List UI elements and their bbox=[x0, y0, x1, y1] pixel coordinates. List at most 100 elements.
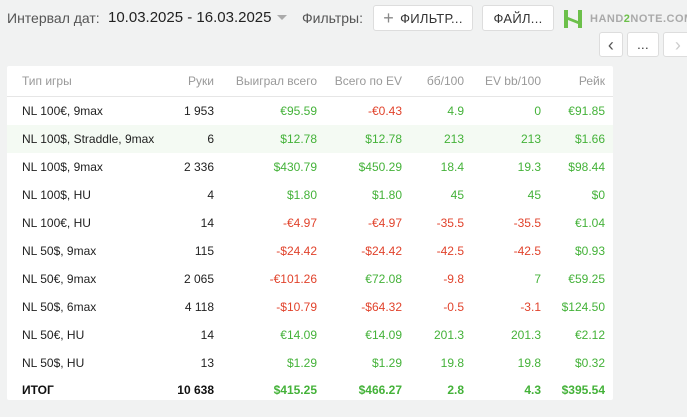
table-cell-ev: -€4.97 bbox=[367, 216, 402, 230]
table-cell-evbb: 7 bbox=[534, 272, 541, 286]
table-cell-ev: $12.78 bbox=[325, 125, 410, 153]
table-cell-game: NL 50$, HU bbox=[22, 356, 85, 370]
file-button-label: ФАЙЛ... bbox=[493, 10, 543, 26]
filter-button[interactable]: + ФИЛЬТР... bbox=[373, 5, 473, 31]
table-row[interactable]: NL 50$, 9max 115 -$24.42 -$24.42 -42.5 -42.5 $… bbox=[7, 237, 613, 265]
table-cell-rake: €2.12 bbox=[574, 328, 605, 342]
column-header[interactable]: бб/100 bbox=[410, 66, 472, 97]
table-cell-game: NL 100$, HU bbox=[22, 188, 91, 202]
table-cell-ev: -$24.42 bbox=[361, 244, 402, 258]
filter-button-label: ФИЛЬТР... bbox=[400, 10, 463, 26]
table-cell-hands: 13 bbox=[200, 356, 214, 370]
table-total-row[interactable]: ИТОГ 10 638 $415.25 $466.27 2.8 4.3 $395.54 bbox=[7, 377, 613, 403]
table-cell-won: €14.09 bbox=[280, 328, 317, 342]
table-cell-ev: $450.29 bbox=[358, 160, 402, 174]
table-cell-evbb: -3.1 bbox=[520, 300, 541, 314]
table-cell-evbb: 4.3 bbox=[524, 383, 541, 397]
table-cell-game: NL 50€, 9max bbox=[22, 272, 97, 286]
stats-table-card: Тип игры Руки Выиграл всего Всего по EV … bbox=[7, 66, 613, 400]
table-row[interactable]: NL 50€, HU 14 €14.09 €14.09 201.3 201.3 €2.12 bbox=[7, 321, 613, 349]
nav-more-button[interactable]: ... bbox=[627, 32, 659, 57]
table-cell-hands: 2 065 bbox=[183, 272, 214, 286]
table-cell-won: $430.79 bbox=[273, 160, 317, 174]
table-cell-bb: 18.4 bbox=[440, 160, 464, 174]
table-header-row: Тип игры Руки Выиграл всего Всего по EV … bbox=[7, 66, 613, 97]
table-cell-bb: 19.8 bbox=[440, 356, 464, 370]
table-row[interactable]: NL 100$, Straddle, 9max 6 $12.78 $12.78 213 2… bbox=[7, 125, 613, 153]
table-cell-won: €95.59 bbox=[280, 104, 317, 118]
table-cell-ev: $1.80 bbox=[371, 188, 402, 202]
table-cell-bb: 45 bbox=[450, 188, 464, 202]
table-cell-hands: 115 bbox=[194, 244, 214, 258]
table-cell-evbb: 0 bbox=[534, 104, 541, 118]
table-cell-rake: $0 bbox=[591, 188, 605, 202]
table-cell-game: NL 100$, 9max bbox=[22, 160, 103, 174]
table-row[interactable]: NL 100€, HU 14 -€4.97 -€4.97 -35.5 -35.5 €1.04 bbox=[7, 209, 613, 237]
table-row[interactable]: NL 100€, 9max 1 953 €95.59 -€0.43 4.9 0 €91.85 bbox=[7, 97, 613, 126]
table-cell-game: NL 100$, Straddle, 9max bbox=[7, 125, 160, 153]
table-cell-bb: 2.8 bbox=[447, 383, 464, 397]
table-cell-game: NL 100€, HU bbox=[22, 216, 91, 230]
table-row[interactable]: NL 50$, 6max 4 118 -$10.79 -$64.32 -0.5 -3.1 $… bbox=[7, 293, 613, 321]
hand2note-logo: HAND2NOTE.COM bbox=[562, 8, 687, 30]
table-cell-ev: -$64.32 bbox=[361, 300, 402, 314]
table-cell-won: $1.29 bbox=[286, 356, 317, 370]
table-cell-evbb: 201.3 bbox=[510, 328, 541, 342]
table-cell-hands: 14 bbox=[200, 216, 214, 230]
table-cell-bb: 213 bbox=[410, 125, 472, 153]
table-cell-game: ИТОГ bbox=[22, 383, 54, 397]
table-cell-ev: $1.29 bbox=[371, 356, 402, 370]
date-range-value: 10.03.2025 - 16.03.2025 bbox=[108, 9, 272, 26]
column-header[interactable]: Выиграл всего bbox=[222, 66, 325, 97]
column-header[interactable]: EV bb/100 bbox=[472, 66, 549, 97]
file-button[interactable]: ФАЙЛ... bbox=[482, 5, 554, 31]
table-cell-rake: $395.54 bbox=[561, 383, 605, 397]
table-cell-evbb: 19.8 bbox=[517, 356, 541, 370]
table-cell-bb: 4.9 bbox=[447, 104, 464, 118]
table-cell-evbb: -42.5 bbox=[513, 244, 541, 258]
table-cell-game: NL 50$, 6max bbox=[22, 300, 97, 314]
table-row[interactable]: NL 50€, 9max 2 065 -€101.26 €72.08 -9.8 7 €59.… bbox=[7, 265, 613, 293]
plus-icon: + bbox=[383, 8, 395, 28]
table-cell-rake: €59.25 bbox=[568, 272, 605, 286]
table-cell-ev: €72.08 bbox=[365, 272, 402, 286]
table-cell-won: $415.25 bbox=[273, 383, 317, 397]
filters-label: Фильтры: bbox=[302, 10, 363, 26]
nav-next-button[interactable]: › bbox=[663, 32, 687, 57]
column-header[interactable]: Всего по EV bbox=[325, 66, 410, 97]
column-header[interactable]: Рейк bbox=[549, 66, 613, 97]
table-cell-won: -€101.26 bbox=[269, 272, 317, 286]
table-row[interactable]: NL 100$, HU 4 $1.80 $1.80 45 45 $0 bbox=[7, 181, 613, 209]
table-cell-game: NL 50€, HU bbox=[22, 328, 85, 342]
date-range-label: Интервал дат: bbox=[7, 10, 100, 26]
table-cell-rake: $1.66 bbox=[549, 125, 613, 153]
table-cell-evbb: 213 bbox=[472, 125, 549, 153]
table-row[interactable]: NL 100$, 9max 2 336 $430.79 $450.29 18.4 19.3… bbox=[7, 153, 613, 181]
table-cell-evbb: 45 bbox=[527, 188, 541, 202]
table-cell-ev: €14.09 bbox=[365, 328, 402, 342]
table-cell-bb: -35.5 bbox=[436, 216, 464, 230]
table-cell-ev: -€0.43 bbox=[367, 104, 402, 118]
table-cell-rake: $124.50 bbox=[561, 300, 605, 314]
table-cell-rake: €1.04 bbox=[574, 216, 605, 230]
table-cell-won: -€4.97 bbox=[282, 216, 317, 230]
table-row[interactable]: NL 50$, HU 13 $1.29 $1.29 19.8 19.8 $0.32 bbox=[7, 349, 613, 377]
table-cell-won: $1.80 bbox=[286, 188, 317, 202]
nav-prev-button[interactable]: ‹ bbox=[599, 32, 623, 57]
column-header[interactable]: Руки bbox=[160, 66, 222, 97]
chevron-down-icon bbox=[277, 15, 288, 20]
table-cell-won: -$10.79 bbox=[276, 300, 317, 314]
chevron-right-icon: › bbox=[674, 34, 682, 55]
table-cell-game: NL 100€, 9max bbox=[22, 104, 103, 118]
table-cell-rake: €91.85 bbox=[568, 104, 605, 118]
table-cell-hands: 2 336 bbox=[183, 160, 214, 174]
table-cell-hands: 4 118 bbox=[184, 300, 214, 314]
table-cell-ev: $466.27 bbox=[358, 383, 402, 397]
column-header[interactable]: Тип игры bbox=[7, 66, 160, 97]
stats-table: Тип игры Руки Выиграл всего Всего по EV … bbox=[7, 66, 613, 403]
date-range-picker[interactable]: 10.03.2025 - 16.03.2025 bbox=[108, 9, 288, 26]
table-cell-won: $12.78 bbox=[222, 125, 325, 153]
table-cell-evbb: 19.3 bbox=[517, 160, 541, 174]
table-cell-rake: $0.93 bbox=[574, 244, 605, 258]
nav-more-label: ... bbox=[637, 37, 649, 52]
